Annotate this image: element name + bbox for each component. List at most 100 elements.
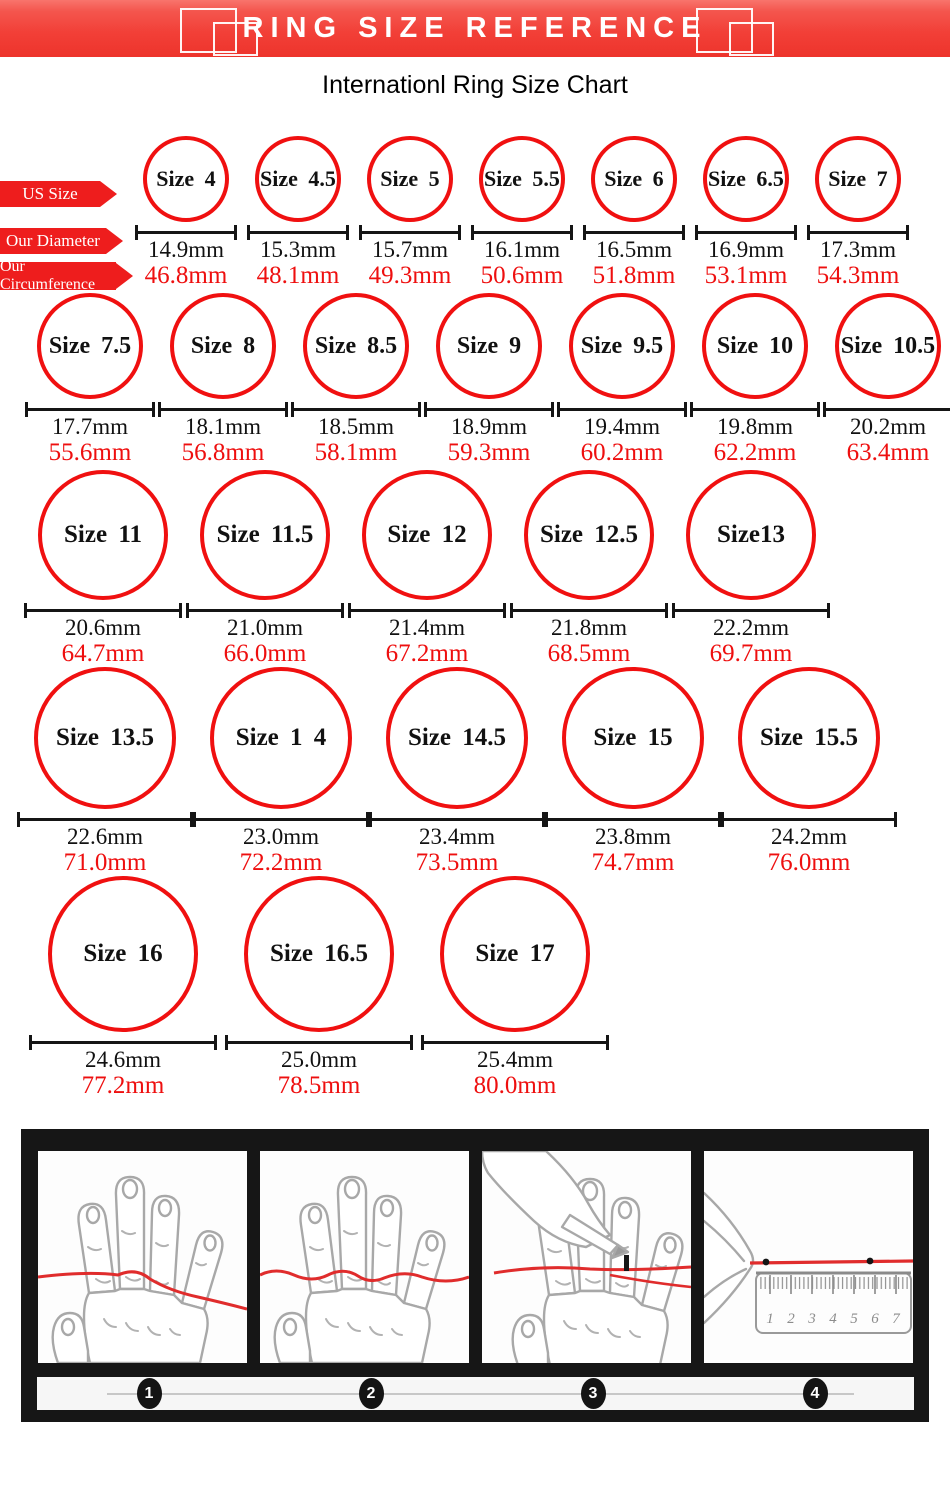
diameter-measure-line — [424, 402, 554, 417]
string-dot — [762, 1258, 769, 1266]
diameter-measure-line — [672, 603, 830, 618]
circumference-value: 71.0mm — [63, 849, 147, 876]
overlapping-squares-icon — [696, 8, 774, 58]
ring-circle: Size 11 — [38, 470, 168, 600]
circumference-arrow-label: Our Circumference — [0, 258, 116, 293]
diameter-value: 25.4mm — [476, 1047, 554, 1072]
ring-size-card: Size 16.5 25.0mm 78.5mm — [225, 876, 413, 1099]
banner-title: RING SIZE REFERENCE — [242, 12, 708, 44]
ring-size-label: Size 14.5 — [407, 724, 507, 751]
circumference-value: 54.3mm — [816, 262, 900, 289]
circumference-value: 56.8mm — [181, 439, 265, 466]
diameter-value: 19.4mm — [583, 414, 661, 439]
diameter-measure-line — [225, 1035, 413, 1050]
ring-size-card: Size 11 20.6mm 64.7mm — [24, 470, 182, 667]
circumference-value: 58.1mm — [314, 439, 398, 466]
step-number-badge: 3 — [580, 1378, 606, 1409]
ring-circle: Size 10.5 — [835, 293, 941, 399]
ring-circle: Size 6.5 — [703, 136, 789, 222]
ring-size-label: Size 4 — [156, 166, 216, 191]
marker-pen-hand — [481, 1151, 629, 1260]
diameter-measure-line — [823, 402, 950, 417]
ring-circle: Size 12.5 — [524, 470, 654, 600]
diameter-value: 25.0mm — [280, 1047, 358, 1072]
diameter-measure-line — [721, 812, 897, 827]
ring-size-card: Size 10.5 20.2mm 63.4mm — [823, 293, 950, 466]
ring-size-label: Size 17 — [475, 940, 555, 967]
ring-row-5: Size 16 24.6mm 77.2mm Size 16.5 25.0mm 7… — [0, 876, 950, 1099]
circumference-value: 80.0mm — [473, 1072, 557, 1099]
diameter-measure-line — [807, 225, 909, 240]
string-mark — [623, 1255, 629, 1271]
red-string — [37, 1270, 247, 1311]
diameter-value: 22.6mm — [66, 824, 144, 849]
ring-circle: Size 12 — [362, 470, 492, 600]
hand-string-step1-illustration — [37, 1151, 247, 1363]
circumference-value: 76.0mm — [767, 849, 851, 876]
diameter-measure-line — [510, 603, 668, 618]
circumference-value: 64.7mm — [61, 640, 145, 667]
circumference-value: 62.2mm — [713, 439, 797, 466]
ring-size-label: Size 16 — [83, 940, 163, 967]
ring-size-card: Size 4.5 15.3mm 48.1mm — [247, 136, 349, 289]
circumference-value: 74.7mm — [591, 849, 675, 876]
ring-circle: Size 4 — [143, 136, 229, 222]
ring-size-card: Size 4 14.9mm 46.8mm — [135, 136, 237, 289]
ring-size-label: Size 9 — [456, 332, 522, 359]
marker-pen — [560, 1213, 619, 1256]
ring-size-card: Size 16 24.6mm 77.2mm — [29, 876, 217, 1099]
ring-size-card: Size 5 15.7mm 49.3mm — [359, 136, 461, 289]
ring-size-label: Size 16.5 — [269, 940, 369, 967]
diameter-measure-line — [583, 225, 685, 240]
ring-size-label: Size 10.5 — [840, 332, 936, 359]
diameter-measure-line — [24, 603, 182, 618]
ring-size-card: Size 13.5 22.6mm 71.0mm — [17, 667, 193, 876]
hand-marking-string-image — [481, 1151, 691, 1363]
diameter-value: 15.7mm — [371, 237, 449, 262]
diameter-value: 20.2mm — [849, 414, 927, 439]
circumference-value: 48.1mm — [256, 262, 340, 289]
diameter-value: 16.1mm — [483, 237, 561, 262]
diameter-measure-line — [695, 225, 797, 240]
circumference-value: 46.8mm — [144, 262, 228, 289]
ring-size-card: Size 14.5 23.4mm 73.5mm — [369, 667, 545, 876]
circumference-value: 63.4mm — [846, 439, 930, 466]
ring-circle: Size 8 — [170, 293, 276, 399]
ring-circle: Size 5.5 — [479, 136, 565, 222]
ring-size-card: Size 11.5 21.0mm 66.0mm — [186, 470, 344, 667]
ring-size-card: Size 7.5 17.7mm 55.6mm — [25, 293, 155, 466]
circumference-value: 77.2mm — [81, 1072, 165, 1099]
ring-size-card: Size 7 17.3mm 54.3mm — [807, 136, 909, 289]
diameter-value: 24.2mm — [770, 824, 848, 849]
ruler-number: 6 — [871, 1311, 879, 1327]
ring-size-label: Size 8 — [190, 332, 256, 359]
ring-size-card: Size 1 4 23.0mm 72.2mm — [193, 667, 369, 876]
ring-size-label: Size 15.5 — [759, 724, 859, 751]
ring-circle: Size 10 — [702, 293, 808, 399]
ring-size-label: Size 7 — [828, 166, 888, 191]
circumference-value: 50.6mm — [480, 262, 564, 289]
diameter-measure-line — [158, 402, 288, 417]
ring-size-chart: Size 4 14.9mm 46.8mm Size 4.5 15.3mm 48.… — [0, 136, 950, 1099]
circumference-value: 69.7mm — [709, 640, 793, 667]
step-number-badge: 1 — [136, 1378, 162, 1409]
hand-with-string-image — [259, 1175, 469, 1363]
diameter-value: 15.3mm — [259, 237, 337, 262]
diameter-measure-line — [690, 402, 820, 417]
diameter-arrow-label: Our Diameter — [0, 228, 106, 254]
measuring-guide-panel: 1 2 3 4 5 6 7 1 2 3 4 — [21, 1129, 929, 1422]
hand-string-step2-illustration — [259, 1151, 469, 1363]
ring-size-label: Size 6.5 — [708, 166, 784, 191]
diameter-value: 21.8mm — [550, 615, 628, 640]
diameter-value: 19.8mm — [716, 414, 794, 439]
marker-pen-tip — [610, 1243, 629, 1260]
diameter-value: 17.7mm — [51, 414, 129, 439]
red-string — [609, 1273, 691, 1289]
steps-connector-line — [106, 1392, 854, 1395]
ruler-number: 5 — [850, 1311, 858, 1327]
diameter-measure-line — [186, 603, 344, 618]
ring-size-card: Size 15 23.8mm 74.7mm — [545, 667, 721, 876]
ring-circle: Size 4.5 — [255, 136, 341, 222]
ring-size-card: Size 8.5 18.5mm 58.1mm — [291, 293, 421, 466]
